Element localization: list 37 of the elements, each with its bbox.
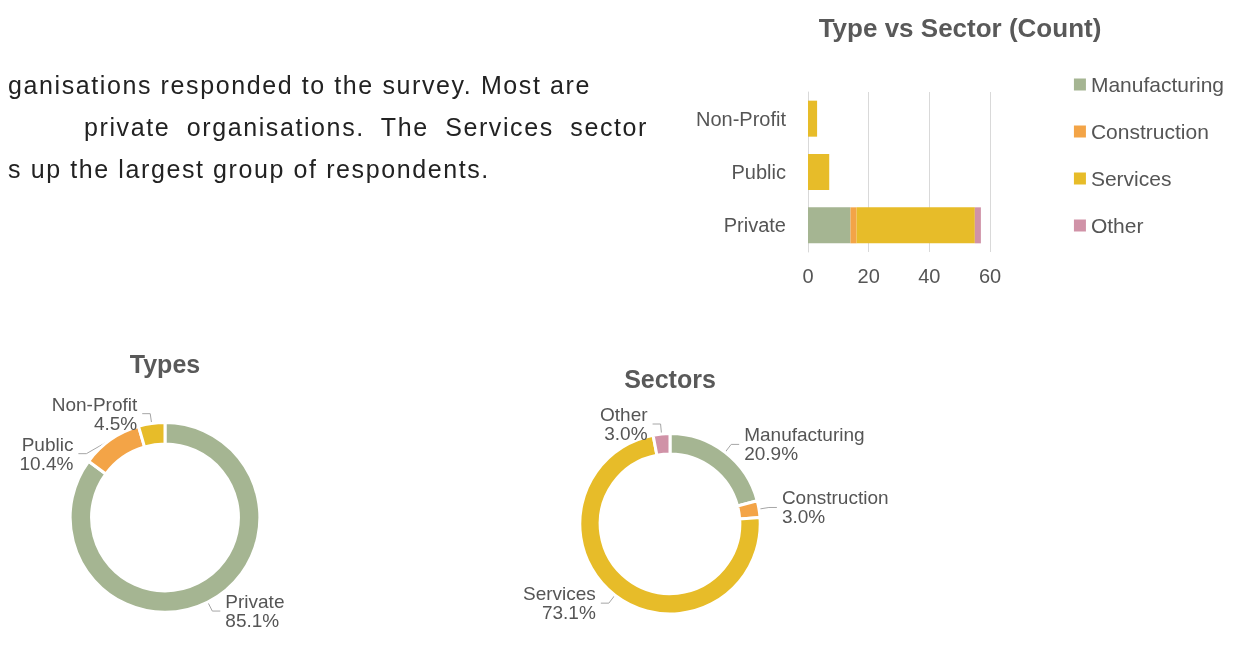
text: ganisations responded to the survey. Most are: [8, 70, 592, 101]
bar: [808, 100, 818, 137]
slice-label: Non-Profit: [51, 393, 138, 415]
data-label: 4.5%: [93, 412, 138, 434]
bar: [974, 207, 981, 244]
bar: [808, 154, 830, 190]
legend-label: Construction: [1090, 120, 1209, 143]
chart-title: Sectors: [624, 364, 716, 393]
x-tick-label: 20: [857, 265, 880, 287]
data-label: 10.4%: [19, 452, 74, 474]
x-tick-label: 0: [802, 265, 814, 287]
legend-label: Other: [1090, 214, 1144, 237]
text: s up the largest group of respondents.: [8, 154, 491, 185]
bar: [808, 207, 851, 244]
slice-label: Other: [600, 404, 649, 426]
chart-title: Types: [129, 349, 201, 378]
text: private organisations. The Services sector: [83, 112, 648, 143]
y-tick-label: Private: [723, 214, 786, 237]
data-label: 3.0%: [781, 506, 826, 528]
bar: [856, 207, 975, 244]
legend-label: Manufacturing: [1090, 73, 1224, 96]
chart-title: Type vs Sector (Count): [818, 13, 1102, 43]
data-label: 85.1%: [225, 610, 280, 632]
slice-label: Private: [225, 591, 285, 613]
legend-label: Services: [1090, 167, 1172, 190]
x-tick-label: 40: [918, 265, 941, 287]
slice-label: Manufacturing: [744, 424, 865, 446]
y-tick-label: Non-Profit: [695, 107, 787, 130]
y-tick-label: Public: [731, 161, 786, 183]
slice-label: Public: [21, 433, 74, 455]
x-tick-label: 60: [978, 265, 1002, 287]
data-label: 3.0%: [604, 423, 648, 445]
data-label: 73.1%: [541, 602, 596, 624]
data-label: 20.9%: [744, 443, 799, 465]
slice-label: Services: [522, 583, 596, 605]
bar: [850, 207, 857, 244]
slice-label: Construction: [781, 487, 889, 509]
